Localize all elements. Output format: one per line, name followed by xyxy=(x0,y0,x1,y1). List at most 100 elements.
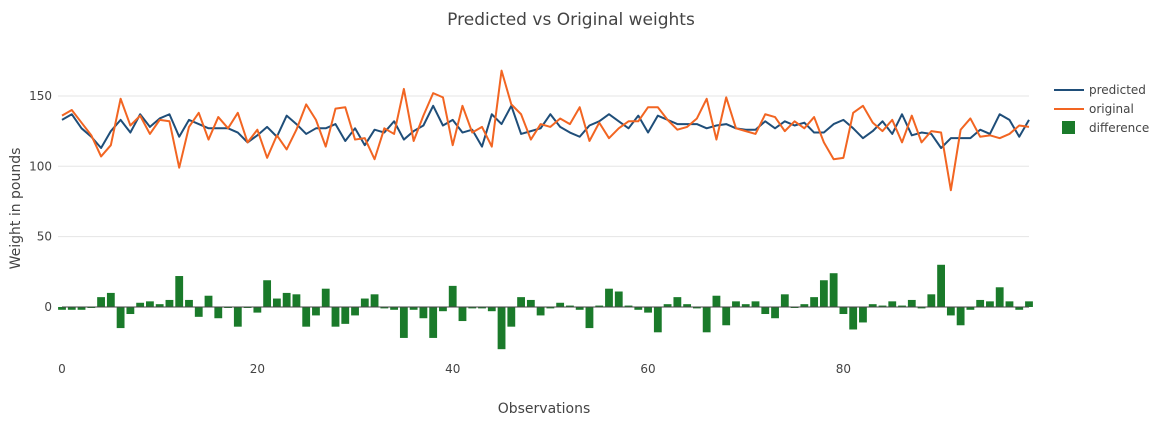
difference-bar xyxy=(409,306,418,310)
difference-bar xyxy=(185,299,193,307)
difference-bar xyxy=(497,306,506,350)
difference-bar xyxy=(380,306,389,309)
difference-bar xyxy=(566,305,574,307)
difference-bar xyxy=(204,295,213,307)
difference-bar xyxy=(136,302,145,307)
difference-bar xyxy=(575,306,584,310)
difference-bars xyxy=(58,264,1033,350)
difference-bar xyxy=(722,306,731,326)
difference-bar xyxy=(360,298,369,307)
difference-bar xyxy=(175,276,184,307)
difference-bar xyxy=(907,299,916,307)
difference-bar xyxy=(1005,301,1014,307)
difference-bar xyxy=(146,301,154,307)
difference-bar xyxy=(292,294,301,307)
difference-bar xyxy=(986,301,994,307)
series-line-predicted xyxy=(61,104,1030,149)
difference-bar xyxy=(878,305,887,307)
difference-bar xyxy=(966,306,975,310)
difference-bar xyxy=(253,306,262,313)
difference-bar xyxy=(468,306,477,309)
x-axis-title: Observations xyxy=(498,401,591,417)
difference-bar xyxy=(97,297,105,307)
difference-bar xyxy=(419,306,428,319)
difference-bar xyxy=(1015,306,1024,310)
difference-bar xyxy=(683,304,692,307)
legend-item-original[interactable]: original xyxy=(1054,102,1134,116)
difference-bar xyxy=(692,306,701,309)
difference-bar xyxy=(507,306,516,327)
difference-bar xyxy=(653,306,662,333)
difference-bar xyxy=(859,306,867,323)
difference-bar xyxy=(263,280,272,307)
x-tick-label: 0 xyxy=(58,362,66,376)
x-tick-labels: 0 20 40 60 80 xyxy=(58,362,851,376)
difference-bar xyxy=(741,304,750,307)
difference-bar xyxy=(614,291,623,307)
difference-bar xyxy=(644,306,652,313)
difference-bar xyxy=(448,285,457,307)
legend-item-predicted[interactable]: predicted xyxy=(1054,83,1146,97)
difference-bar xyxy=(1025,301,1033,307)
difference-bar xyxy=(282,292,291,307)
difference-bar xyxy=(341,306,350,324)
legend-label: predicted xyxy=(1089,83,1146,97)
x-tick-label: 20 xyxy=(250,362,265,376)
difference-bar xyxy=(780,294,789,307)
difference-bar xyxy=(732,301,740,307)
difference-bar xyxy=(58,306,66,310)
x-tick-label: 40 xyxy=(445,362,460,376)
difference-bar xyxy=(839,306,848,315)
difference-bar xyxy=(67,306,76,310)
difference-bar xyxy=(761,306,770,315)
difference-bar xyxy=(898,305,906,307)
difference-bar xyxy=(302,306,311,327)
difference-bar xyxy=(605,288,613,307)
difference-bar xyxy=(155,304,164,307)
difference-bar xyxy=(390,306,399,310)
difference-bar xyxy=(536,306,545,316)
y-axis-title: Weight in pounds xyxy=(8,148,24,270)
difference-bar xyxy=(458,306,467,322)
y-tick-label: 100 xyxy=(29,159,52,173)
difference-bar xyxy=(331,306,340,327)
legend-item-difference[interactable]: difference xyxy=(1062,121,1149,135)
legend[interactable]: predicted original difference xyxy=(1054,83,1149,135)
difference-bar xyxy=(888,301,897,307)
difference-bar xyxy=(751,301,760,307)
difference-bar xyxy=(771,306,779,319)
difference-bar xyxy=(429,306,438,338)
difference-bar xyxy=(663,304,672,307)
difference-bar xyxy=(976,299,985,307)
difference-bar xyxy=(370,294,379,307)
difference-bar xyxy=(634,306,643,310)
difference-bar xyxy=(106,292,115,307)
chart-title: Predicted vs Original weights xyxy=(447,10,695,30)
y-tick-label: 150 xyxy=(29,89,52,103)
difference-bar xyxy=(800,304,809,307)
difference-bar xyxy=(351,306,359,316)
difference-bar xyxy=(624,305,633,307)
difference-bar xyxy=(585,306,594,329)
difference-bar xyxy=(526,299,535,307)
difference-bar xyxy=(439,306,447,312)
difference-bar xyxy=(77,306,86,310)
difference-bar xyxy=(712,295,721,307)
difference-bar xyxy=(849,306,858,330)
difference-bar xyxy=(829,273,838,307)
difference-bar xyxy=(487,306,496,312)
difference-bar xyxy=(321,288,330,307)
difference-bar xyxy=(956,306,965,326)
y-tick-label: 50 xyxy=(37,230,52,244)
difference-bar xyxy=(272,298,281,307)
grid-lines xyxy=(58,95,1029,238)
y-tick-label: 0 xyxy=(44,300,52,314)
difference-bar xyxy=(937,264,945,307)
difference-bar xyxy=(868,304,877,307)
series-lines xyxy=(61,69,1030,192)
legend-swatch xyxy=(1062,121,1075,134)
difference-bar xyxy=(399,306,408,338)
difference-bar xyxy=(810,297,819,307)
difference-bar xyxy=(478,306,486,309)
